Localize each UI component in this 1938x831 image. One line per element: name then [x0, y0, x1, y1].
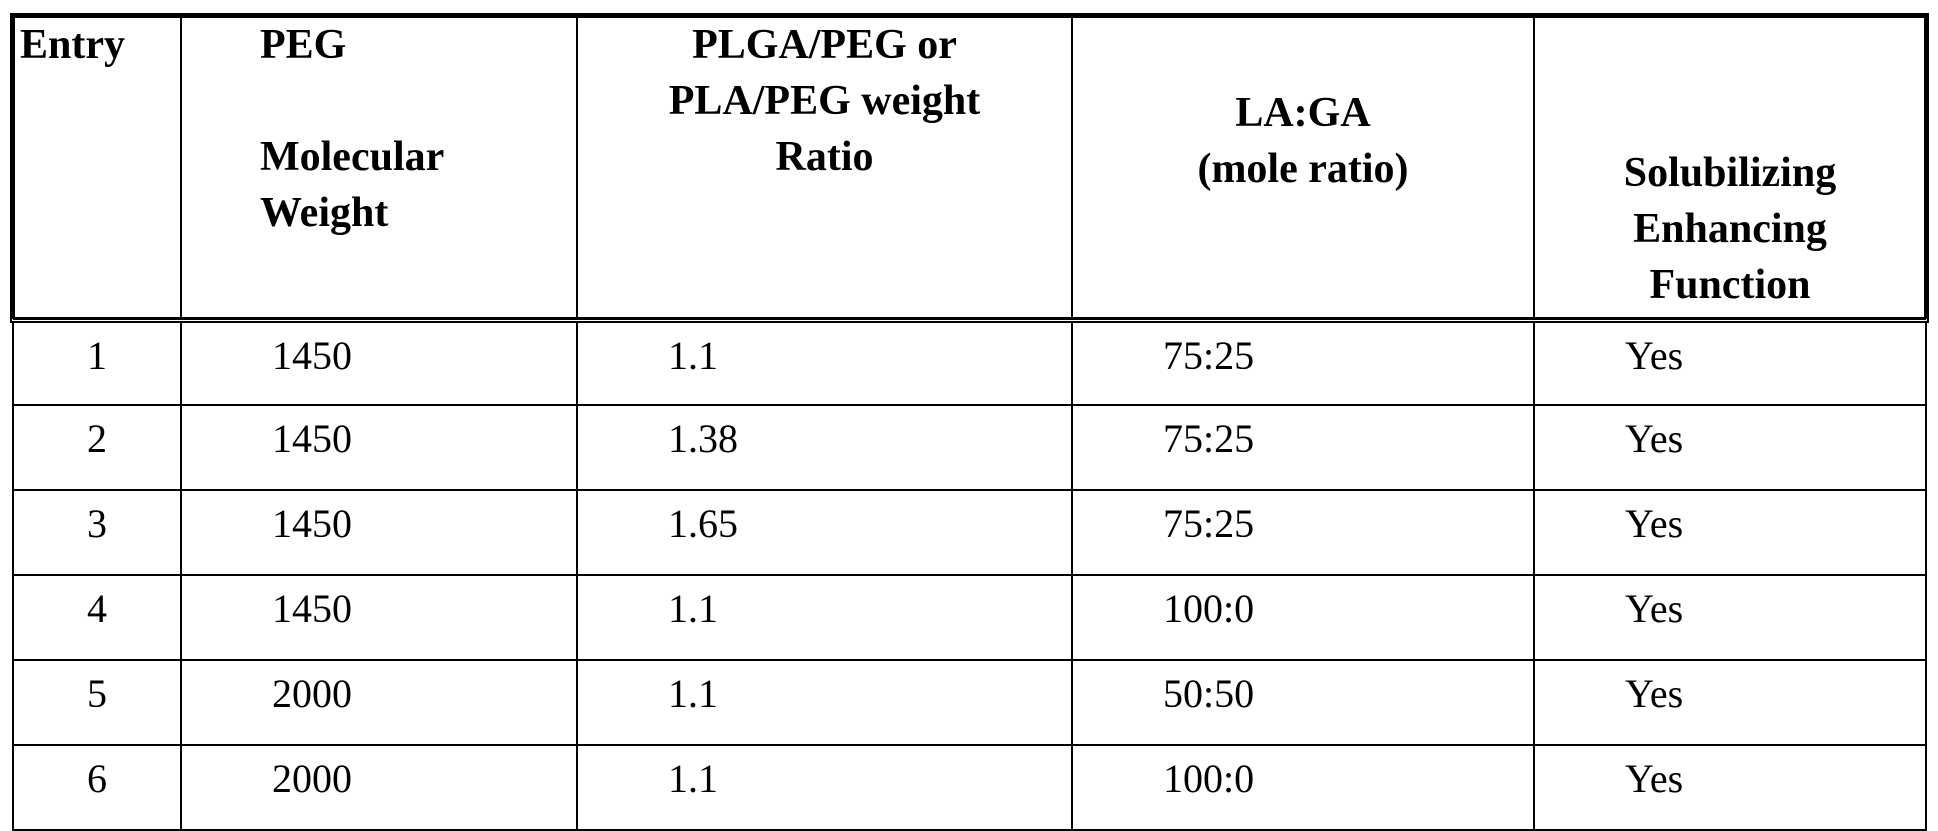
header-text: PLA/PEG weight [578, 73, 1071, 129]
table-cell: 1.1 [577, 575, 1072, 660]
table-cell: Yes [1534, 490, 1926, 575]
table-cell: 1450 [181, 490, 577, 575]
table-cell: 1.65 [577, 490, 1072, 575]
header-cell: LA:GA(mole ratio) [1072, 16, 1534, 320]
table-cell: 1.1 [577, 745, 1072, 830]
header-cell: Entry [13, 16, 181, 320]
header-cell: PLGA/PEG orPLA/PEG weightRatio [577, 16, 1072, 320]
table-cell: Yes [1534, 320, 1926, 405]
table-cell: 75:25 [1072, 405, 1534, 490]
data-table: EntryPEGMolecularWeightPLGA/PEG orPLA/PE… [12, 15, 1927, 831]
page: {"table": { "headers": [ ["Entry"], ["PE… [0, 0, 1938, 789]
table-row: 620001.1100:0Yes [13, 745, 1926, 830]
header-text: Function [1535, 257, 1925, 313]
table-cell: 2 [13, 405, 181, 490]
table-row: 520001.150:50Yes [13, 660, 1926, 745]
table-row: 114501.175:25Yes [13, 320, 1926, 405]
header-text: (mole ratio) [1073, 141, 1533, 197]
table-body: 114501.175:25Yes214501.3875:25Yes314501.… [13, 320, 1926, 830]
header-text: Molecular [260, 129, 576, 185]
header-text: PLGA/PEG or [578, 17, 1071, 73]
table-cell: 1 [13, 320, 181, 405]
header-text: Solubilizing [1535, 145, 1925, 201]
table-cell: 100:0 [1072, 745, 1534, 830]
table-cell: Yes [1534, 660, 1926, 745]
table-cell: 75:25 [1072, 320, 1534, 405]
table-cell: Yes [1534, 745, 1926, 830]
table-row: 214501.3875:25Yes [13, 405, 1926, 490]
table-cell: 100:0 [1072, 575, 1534, 660]
table-cell: 3 [13, 490, 181, 575]
table-cell: 2000 [181, 745, 577, 830]
table-cell: 1.1 [577, 660, 1072, 745]
table-cell: 2000 [181, 660, 577, 745]
table-cell: 1.1 [577, 320, 1072, 405]
table-cell: 1.38 [577, 405, 1072, 490]
header-text: LA:GA [1073, 85, 1533, 141]
header-text: Enhancing [1535, 201, 1925, 257]
header-cell: SolubilizingEnhancingFunction [1534, 16, 1926, 320]
table-cell: 1450 [181, 575, 577, 660]
header-text: Entry [20, 17, 180, 73]
table-row: 414501.1100:0Yes [13, 575, 1926, 660]
header-text: Ratio [578, 129, 1071, 185]
header-text: PEG [260, 17, 576, 73]
table-cell: 1450 [181, 320, 577, 405]
table-cell: 75:25 [1072, 490, 1534, 575]
table-cell: Yes [1534, 575, 1926, 660]
header-cell: PEG MolecularWeight [181, 16, 577, 320]
header-text: Weight [260, 185, 576, 241]
header-row: EntryPEGMolecularWeightPLGA/PEG orPLA/PE… [13, 16, 1926, 320]
table-cell: 4 [13, 575, 181, 660]
table-cell: 1450 [181, 405, 577, 490]
table-cell: 50:50 [1072, 660, 1534, 745]
table-cell: 6 [13, 745, 181, 830]
table-row: 314501.6575:25Yes [13, 490, 1926, 575]
table-cell: 5 [13, 660, 181, 745]
table-cell: Yes [1534, 405, 1926, 490]
